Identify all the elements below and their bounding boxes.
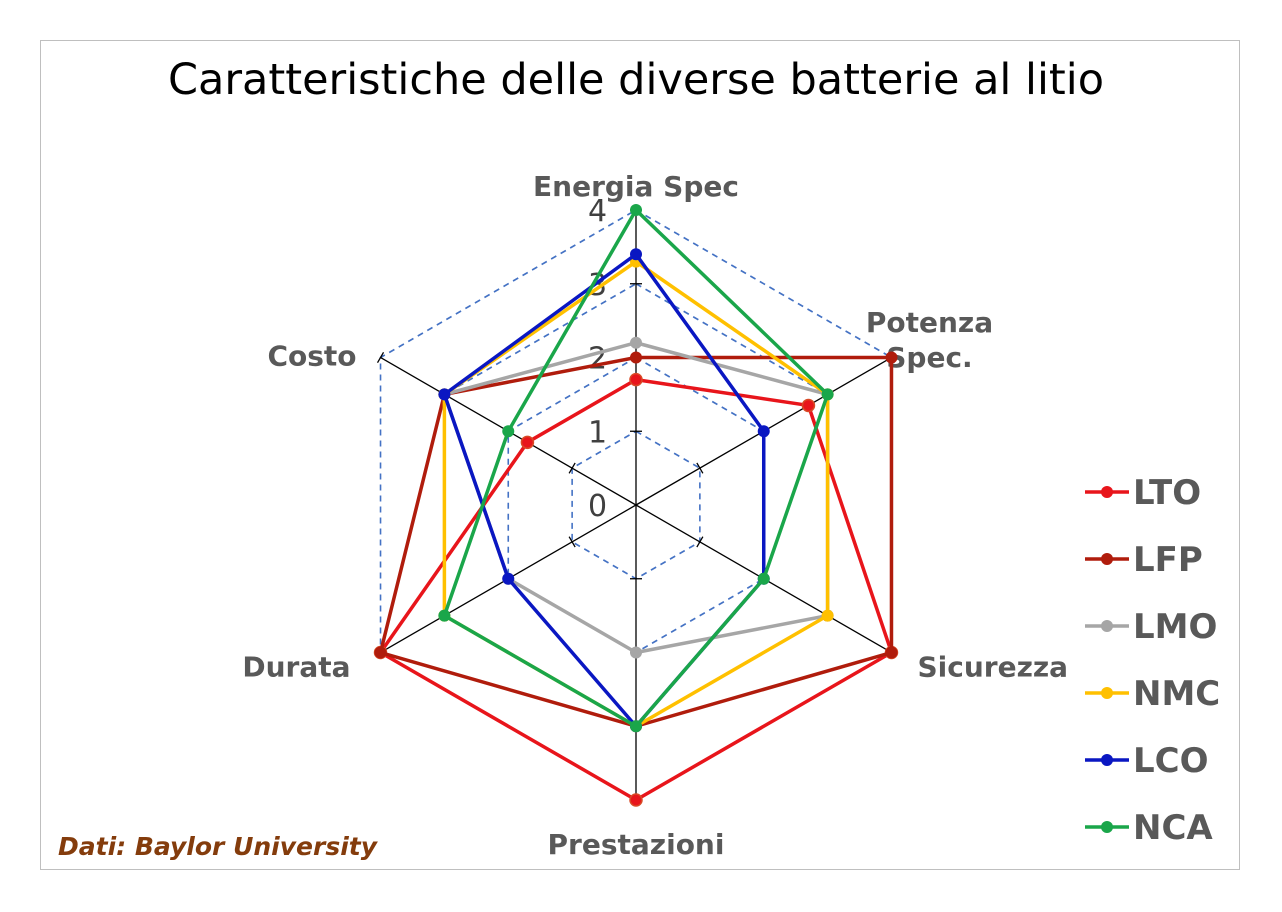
axis-tick-mark (376, 351, 385, 364)
legend-swatch-marker (1101, 687, 1113, 699)
axis-label: Durata (242, 651, 350, 684)
data-point (885, 646, 898, 659)
legend-swatch-marker (1101, 486, 1113, 498)
data-point (438, 609, 451, 622)
data-point (438, 388, 451, 401)
data-point (502, 572, 515, 585)
data-point (629, 793, 643, 807)
source-note: Dati: Baylor University (58, 832, 379, 861)
legend-swatch-marker (1101, 553, 1113, 565)
legend-item: LMO (1085, 607, 1217, 647)
axis-tick-mark (696, 462, 704, 474)
axis-tick-mark (696, 536, 704, 548)
data-point (885, 351, 898, 364)
data-point (630, 646, 642, 659)
legend-item: NMC (1085, 674, 1220, 714)
data-point (821, 609, 834, 622)
legend: LTO LFP LMO NMC LCO NCA (1085, 473, 1220, 848)
data-point (630, 204, 642, 216)
legend-label: LTO (1133, 473, 1201, 513)
axis-label: Sicurezza (917, 651, 1068, 684)
axis-tick-mark (568, 536, 576, 548)
data-point (374, 646, 387, 659)
axis-label: Potenza (866, 306, 993, 339)
data-point (520, 435, 535, 450)
legend-swatch-marker (1101, 821, 1113, 833)
legend-label: LMO (1133, 607, 1217, 647)
legend-label: NMC (1133, 674, 1220, 714)
radar-series (373, 204, 899, 807)
chart-frame (40, 40, 1240, 870)
data-point (502, 425, 515, 438)
axis-label: Spec. (886, 341, 972, 374)
data-point (821, 388, 834, 401)
radar-tick-labels: 0 1 2 3 4 (588, 194, 607, 524)
legend-label: NCA (1133, 808, 1213, 848)
tick-label: 2 (588, 342, 607, 377)
axis-tick-mark (568, 462, 576, 474)
axis-label: Costo (267, 340, 356, 373)
legend-item: NCA (1085, 808, 1213, 848)
data-point (630, 720, 642, 733)
tick-label: 1 (588, 415, 607, 450)
legend-label: LFP (1133, 540, 1203, 580)
legend-item: LTO (1085, 473, 1201, 513)
axis-label: Energia Spec (533, 170, 739, 203)
data-point (757, 425, 770, 438)
tick-label: 4 (588, 194, 607, 229)
tick-label: 3 (588, 268, 607, 303)
data-point (630, 336, 642, 349)
data-point (629, 372, 643, 387)
axis-label: Prestazioni (548, 828, 725, 861)
chart-title: Caratteristiche delle diverse batterie a… (168, 55, 1104, 105)
tick-label: 0 (588, 489, 607, 524)
legend-label: LCO (1133, 741, 1209, 781)
legend-swatch-marker (1101, 754, 1113, 766)
legend-item: LCO (1085, 741, 1209, 781)
series-nca (438, 204, 834, 733)
data-point (630, 248, 642, 261)
data-point (757, 572, 770, 585)
radar-axes (376, 209, 896, 801)
legend-swatch-marker (1101, 620, 1113, 632)
data-point (801, 398, 816, 413)
data-point (630, 351, 642, 364)
legend-item: LFP (1085, 540, 1203, 580)
